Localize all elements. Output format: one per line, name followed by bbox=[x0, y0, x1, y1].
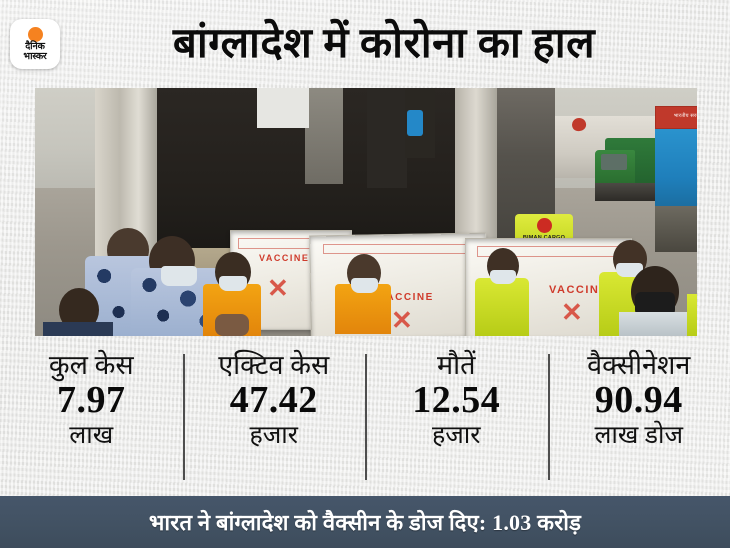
face-mask-4 bbox=[351, 278, 378, 293]
vaccine-box-1-label: VACCINE bbox=[259, 253, 310, 263]
vaccine-box-3-label: VACCINE bbox=[549, 284, 609, 296]
stat-deaths: मौतें 12.54 हजार bbox=[365, 344, 548, 496]
smartphone bbox=[407, 110, 423, 136]
worker-legs-b bbox=[367, 88, 407, 188]
worker-legs-a bbox=[305, 88, 343, 184]
dainik-bhaskar-logo: दैनिक भास्कर bbox=[10, 19, 60, 69]
stat-active-cases: एक्टिव केस 47.42 हजार bbox=[182, 344, 366, 496]
stat-vaccination: वैक्सीनेशन 90.94 लाख डोज bbox=[547, 344, 730, 496]
vaccine-box-2-stamp bbox=[323, 244, 475, 254]
safety-vest-7 bbox=[687, 294, 697, 336]
green-truck-window bbox=[601, 154, 627, 170]
stat-value: 90.94 bbox=[594, 379, 683, 422]
fragile-cross-icon-2: ✕ bbox=[391, 306, 413, 335]
cargo-badge-logo-icon bbox=[537, 218, 552, 233]
worker-shirt-white bbox=[257, 88, 309, 128]
news-photo: भारतीय सरकार BIMAN CARGO VACCINE ✕ VACCI… bbox=[35, 88, 697, 336]
logo-line-1: दैनिक bbox=[25, 41, 45, 52]
stat-unit: लाख bbox=[69, 422, 114, 450]
worker-hand bbox=[215, 314, 249, 336]
header: दैनिक भास्कर बांग्लादेश में कोरोना का हा… bbox=[0, 0, 730, 88]
stat-unit: लाख डोज bbox=[594, 422, 684, 450]
stat-value: 7.97 bbox=[57, 379, 126, 422]
stats-row: कुल केस 7.97 लाख एक्टिव केस 47.42 हजार म… bbox=[0, 344, 730, 496]
stat-label: एक्टिव केस bbox=[218, 350, 330, 380]
face-mask-5 bbox=[490, 270, 516, 284]
blue-truck-chassis bbox=[655, 206, 697, 252]
safety-vest-5 bbox=[475, 278, 529, 336]
face-mask-3 bbox=[219, 276, 247, 291]
stat-total-cases: कुल केस 7.97 लाख bbox=[0, 344, 183, 496]
logo-line-2: भास्कर bbox=[23, 51, 47, 62]
stat-unit: हजार bbox=[249, 422, 299, 450]
footer-text: भारत ने बांग्लादेश को वैक्सीन के डोज दिए… bbox=[148, 510, 582, 535]
fragile-cross-icon-3: ✕ bbox=[561, 298, 583, 327]
stat-unit: हजार bbox=[431, 422, 481, 450]
fragile-cross-icon-1: ✕ bbox=[267, 274, 289, 303]
stat-label: कुल केस bbox=[48, 350, 134, 380]
worker-body-7 bbox=[619, 312, 695, 336]
logo-dot-icon bbox=[27, 26, 43, 42]
worker-body-8 bbox=[43, 322, 113, 336]
stat-value: 12.54 bbox=[412, 379, 501, 422]
stat-label: मौतें bbox=[436, 350, 476, 380]
truck-banner: भारतीय सरकार bbox=[655, 106, 697, 129]
vaccine-box-2-label: VACCINE bbox=[379, 292, 434, 303]
stat-value: 47.42 bbox=[229, 379, 318, 422]
footer-bar: भारत ने बांग्लादेश को वैक्सीन के डोज दिए… bbox=[0, 496, 730, 548]
face-mask-2 bbox=[161, 266, 197, 286]
page-title: बांग्लादेश में कोरोना का हाल bbox=[172, 21, 596, 67]
truck-banner-text: भारतीय सरकार bbox=[673, 114, 697, 119]
face-mask-6 bbox=[616, 263, 643, 277]
stat-label: वैक्सीनेशन bbox=[587, 350, 691, 380]
